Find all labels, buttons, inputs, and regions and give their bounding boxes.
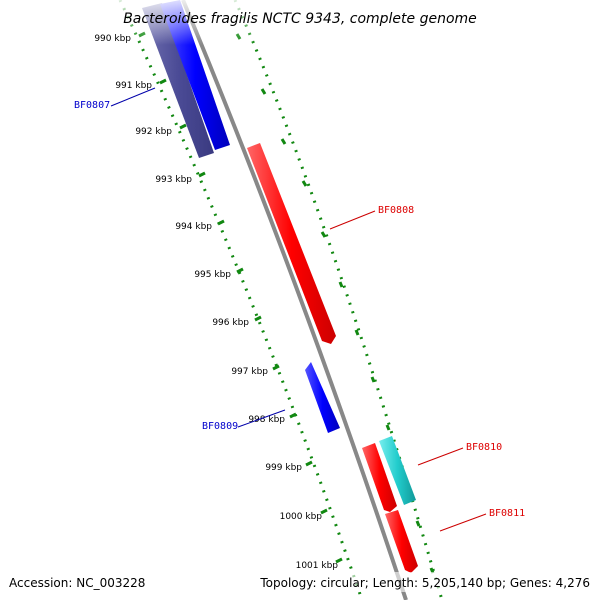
tick-labels: 990 kbp 991 kbp 992 kbp 993 kbp 994 kbp … (94, 34, 338, 571)
tick-label: 1001 kbp (296, 561, 339, 571)
gene-bf0808-arrow (247, 143, 336, 344)
gene-label-text[interactable]: BF0811 (489, 508, 525, 519)
tick-label: 999 kbp (265, 463, 302, 473)
tick-label: 995 kbp (194, 270, 231, 280)
tick-label: 990 kbp (94, 34, 131, 44)
gene-label-bf0807[interactable]: BF0807 (74, 87, 156, 111)
gene-label-text[interactable]: BF0807 (74, 100, 110, 111)
gene-bf0810-cyan-arrow (379, 436, 416, 505)
gene-label-text[interactable]: BF0810 (466, 442, 502, 453)
tick-label: 992 kbp (135, 127, 172, 137)
gene-label-bf0811[interactable]: BF0811 (439, 508, 525, 532)
gene-label-leader (237, 409, 286, 428)
tick-label: 994 kbp (175, 222, 212, 232)
tick-label: 996 kbp (212, 318, 249, 328)
tick-label: 1000 kbp (280, 512, 323, 522)
tick-label: 998 kbp (248, 415, 285, 425)
accession-text: Accession: NC_003228 (9, 576, 145, 590)
gene-bf0810-arrow (362, 443, 397, 512)
gene-label-bf0809[interactable]: BF0809 (202, 409, 286, 432)
gene-label-leader (439, 513, 487, 532)
scale-ring-outer (233, 0, 444, 600)
gene-label-text[interactable]: BF0809 (202, 421, 238, 432)
gene-label-leader (329, 210, 376, 230)
footer-backdrop (0, 572, 600, 592)
gene-bf0811-arrow (385, 510, 418, 573)
map-title: Bacteroides fragilis NCTC 9343, complete… (123, 11, 477, 27)
gene-label-text[interactable]: BF0808 (378, 205, 414, 216)
genome-summary-text: Topology: circular; Length: 5,205,140 bp… (259, 576, 590, 590)
genome-backbone (181, 0, 408, 600)
gene-bf0809-arrow (305, 362, 340, 433)
gene-label-leader (110, 87, 156, 107)
gene-label-bf0808[interactable]: BF0808 (329, 205, 414, 230)
gene-label-leader (417, 447, 464, 466)
tick-label: 991 kbp (115, 81, 152, 91)
tick-label: 997 kbp (231, 367, 268, 377)
tick-label: 993 kbp (155, 175, 192, 185)
gene-label-bf0810[interactable]: BF0810 (417, 442, 502, 466)
top-fade (0, 0, 600, 45)
